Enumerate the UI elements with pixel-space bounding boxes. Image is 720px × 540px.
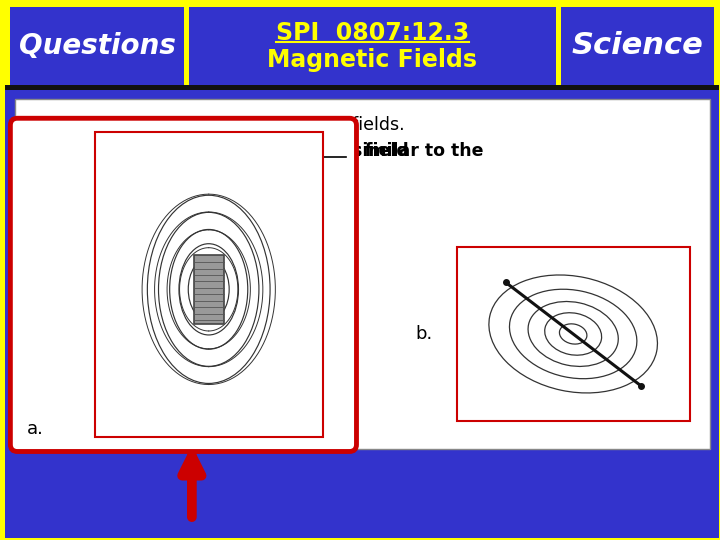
Bar xyxy=(561,7,714,85)
FancyBboxPatch shape xyxy=(10,118,356,451)
Text: SPI  0807:12.3: SPI 0807:12.3 xyxy=(276,21,469,45)
Bar xyxy=(456,247,690,421)
Text: Which diagram shows a magnetic field: Which diagram shows a magnetic field xyxy=(30,142,415,160)
Bar xyxy=(15,99,709,449)
Text: All magnets have invisible magnetic fields.: All magnets have invisible magnetic fiel… xyxy=(30,116,405,134)
Bar xyxy=(194,255,224,324)
Bar xyxy=(6,85,719,90)
Bar xyxy=(189,7,556,85)
Text: b.: b. xyxy=(415,325,432,343)
Text: Questions: Questions xyxy=(19,32,176,60)
Text: a.: a. xyxy=(27,420,44,438)
Bar xyxy=(10,7,184,85)
Text: Magnetic Fields: Magnetic Fields xyxy=(267,48,477,72)
Text: similar to the: similar to the xyxy=(346,142,483,160)
Text: Science: Science xyxy=(572,31,703,60)
Bar xyxy=(94,132,323,437)
Text: magnetic field of Earth?: magnetic field of Earth? xyxy=(30,168,266,186)
Text: most: most xyxy=(313,142,361,160)
Bar xyxy=(6,90,719,538)
